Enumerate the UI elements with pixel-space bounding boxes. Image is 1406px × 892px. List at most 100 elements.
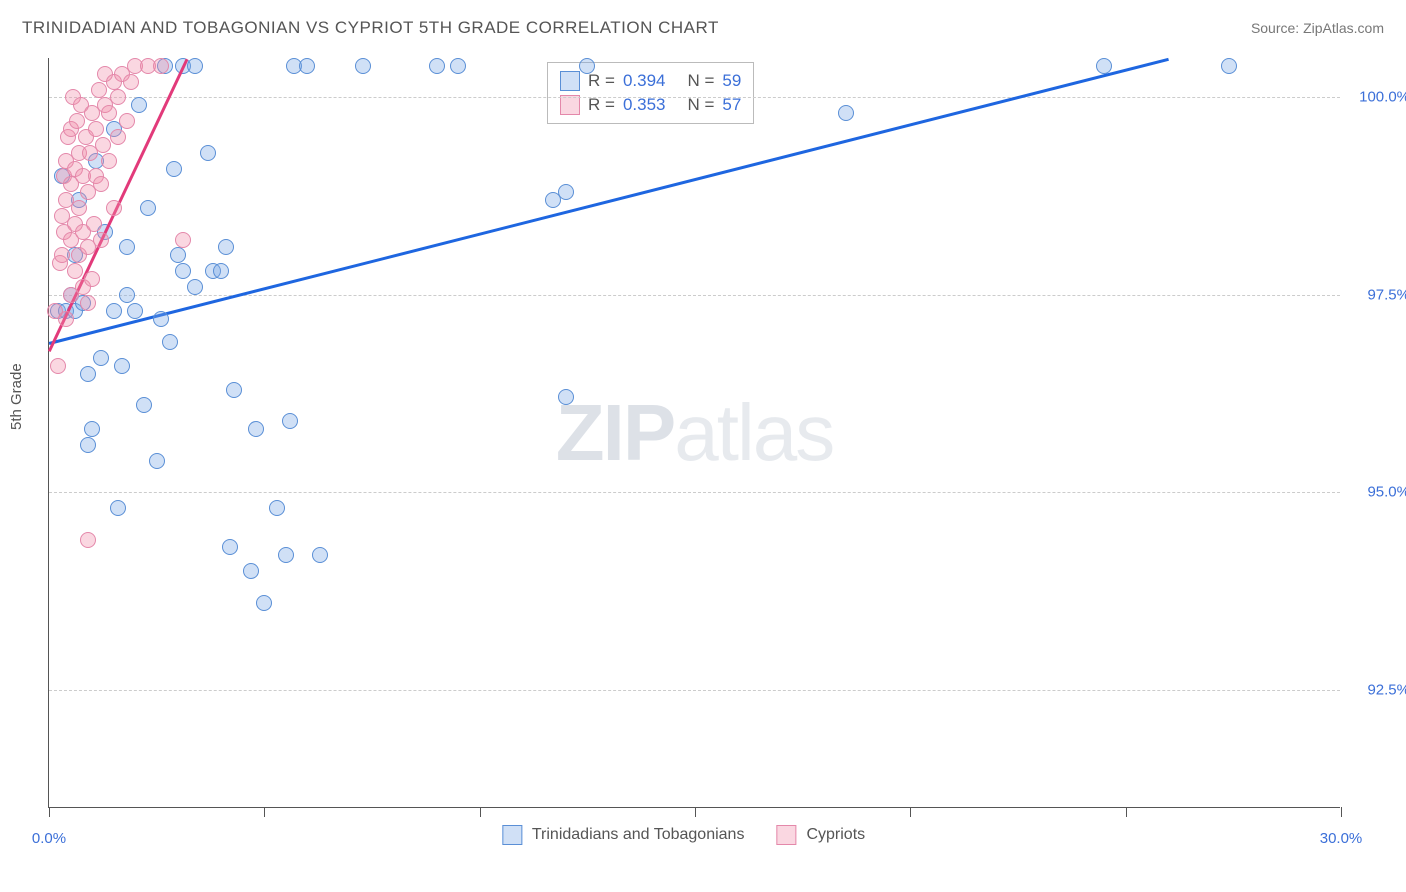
series-legend: Trinidadians and Tobagonians Cypriots — [502, 825, 887, 845]
data-point — [54, 247, 70, 263]
data-point — [119, 287, 135, 303]
legend-swatch — [502, 825, 522, 845]
data-point — [71, 200, 87, 216]
x-tick — [1126, 807, 1127, 817]
data-point — [131, 97, 147, 113]
legend-series-label: Trinidadians and Tobagonians — [532, 826, 745, 844]
data-point — [110, 129, 126, 145]
data-point — [175, 232, 191, 248]
x-tick — [695, 807, 696, 817]
data-point — [69, 113, 85, 129]
data-point — [153, 58, 169, 74]
data-point — [579, 58, 595, 74]
y-tick-label: 97.5% — [1350, 286, 1406, 303]
data-point — [1096, 58, 1112, 74]
data-point — [127, 303, 143, 319]
legend-n-value: 59 — [722, 71, 741, 91]
data-point — [58, 311, 74, 327]
data-point — [86, 216, 102, 232]
data-point — [175, 263, 191, 279]
data-point — [93, 176, 109, 192]
data-point — [80, 366, 96, 382]
data-point — [84, 271, 100, 287]
y-axis-label: 5th Grade — [8, 363, 25, 430]
data-point — [101, 153, 117, 169]
gridline — [49, 97, 1340, 98]
y-tick-label: 92.5% — [1350, 681, 1406, 698]
data-point — [88, 121, 104, 137]
data-point — [450, 58, 466, 74]
gridline — [49, 492, 1340, 493]
data-point — [114, 358, 130, 374]
legend-swatch — [560, 71, 580, 91]
data-point — [93, 350, 109, 366]
data-point — [110, 500, 126, 516]
legend-n-label: N = — [687, 71, 714, 91]
data-point — [355, 58, 371, 74]
x-tick-label: 30.0% — [1320, 830, 1363, 847]
data-point — [200, 145, 216, 161]
data-point — [80, 532, 96, 548]
data-point — [213, 263, 229, 279]
y-tick-label: 100.0% — [1350, 89, 1406, 106]
data-point — [187, 279, 203, 295]
data-point — [80, 437, 96, 453]
data-point — [119, 113, 135, 129]
data-point — [80, 295, 96, 311]
data-point — [140, 200, 156, 216]
data-point — [299, 58, 315, 74]
data-point — [162, 334, 178, 350]
data-point — [136, 397, 152, 413]
data-point — [106, 303, 122, 319]
data-point — [84, 421, 100, 437]
gridline — [49, 690, 1340, 691]
watermark: ZIPatlas — [556, 387, 833, 479]
data-point — [222, 539, 238, 555]
data-point — [558, 184, 574, 200]
data-point — [101, 105, 117, 121]
data-point — [312, 547, 328, 563]
data-point — [110, 89, 126, 105]
data-point — [226, 382, 242, 398]
source-label: Source: ZipAtlas.com — [1251, 20, 1384, 36]
data-point — [1221, 58, 1237, 74]
data-point — [269, 500, 285, 516]
data-point — [558, 389, 574, 405]
data-point — [119, 239, 135, 255]
x-tick — [1341, 807, 1342, 817]
legend-r-label: R = — [588, 71, 615, 91]
data-point — [278, 547, 294, 563]
data-point — [153, 311, 169, 327]
data-point — [248, 421, 264, 437]
data-point — [95, 137, 111, 153]
x-tick — [910, 807, 911, 817]
data-point — [187, 58, 203, 74]
legend-r-value: 0.394 — [623, 71, 666, 91]
chart-title: TRINIDADIAN AND TOBAGONIAN VS CYPRIOT 5T… — [22, 18, 719, 38]
data-point — [106, 200, 122, 216]
data-point — [166, 161, 182, 177]
data-point — [50, 358, 66, 374]
stats-legend: R = 0.394N = 59R = 0.353N = 57 — [547, 62, 754, 124]
data-point — [93, 232, 109, 248]
legend-series-label: Cypriots — [806, 826, 865, 844]
x-tick — [264, 807, 265, 817]
data-point — [838, 105, 854, 121]
y-tick-label: 95.0% — [1350, 484, 1406, 501]
x-tick-label: 0.0% — [32, 830, 66, 847]
data-point — [218, 239, 234, 255]
x-tick — [480, 807, 481, 817]
data-point — [91, 82, 107, 98]
data-point — [123, 74, 139, 90]
data-point — [429, 58, 445, 74]
data-point — [243, 563, 259, 579]
legend-swatch — [776, 825, 796, 845]
data-point — [149, 453, 165, 469]
data-point — [256, 595, 272, 611]
scatter-chart: ZIPatlas R = 0.394N = 59R = 0.353N = 57 … — [48, 58, 1340, 808]
data-point — [170, 247, 186, 263]
data-point — [67, 263, 83, 279]
data-point — [282, 413, 298, 429]
chart-header: TRINIDADIAN AND TOBAGONIAN VS CYPRIOT 5T… — [22, 18, 1384, 38]
x-tick — [49, 807, 50, 817]
